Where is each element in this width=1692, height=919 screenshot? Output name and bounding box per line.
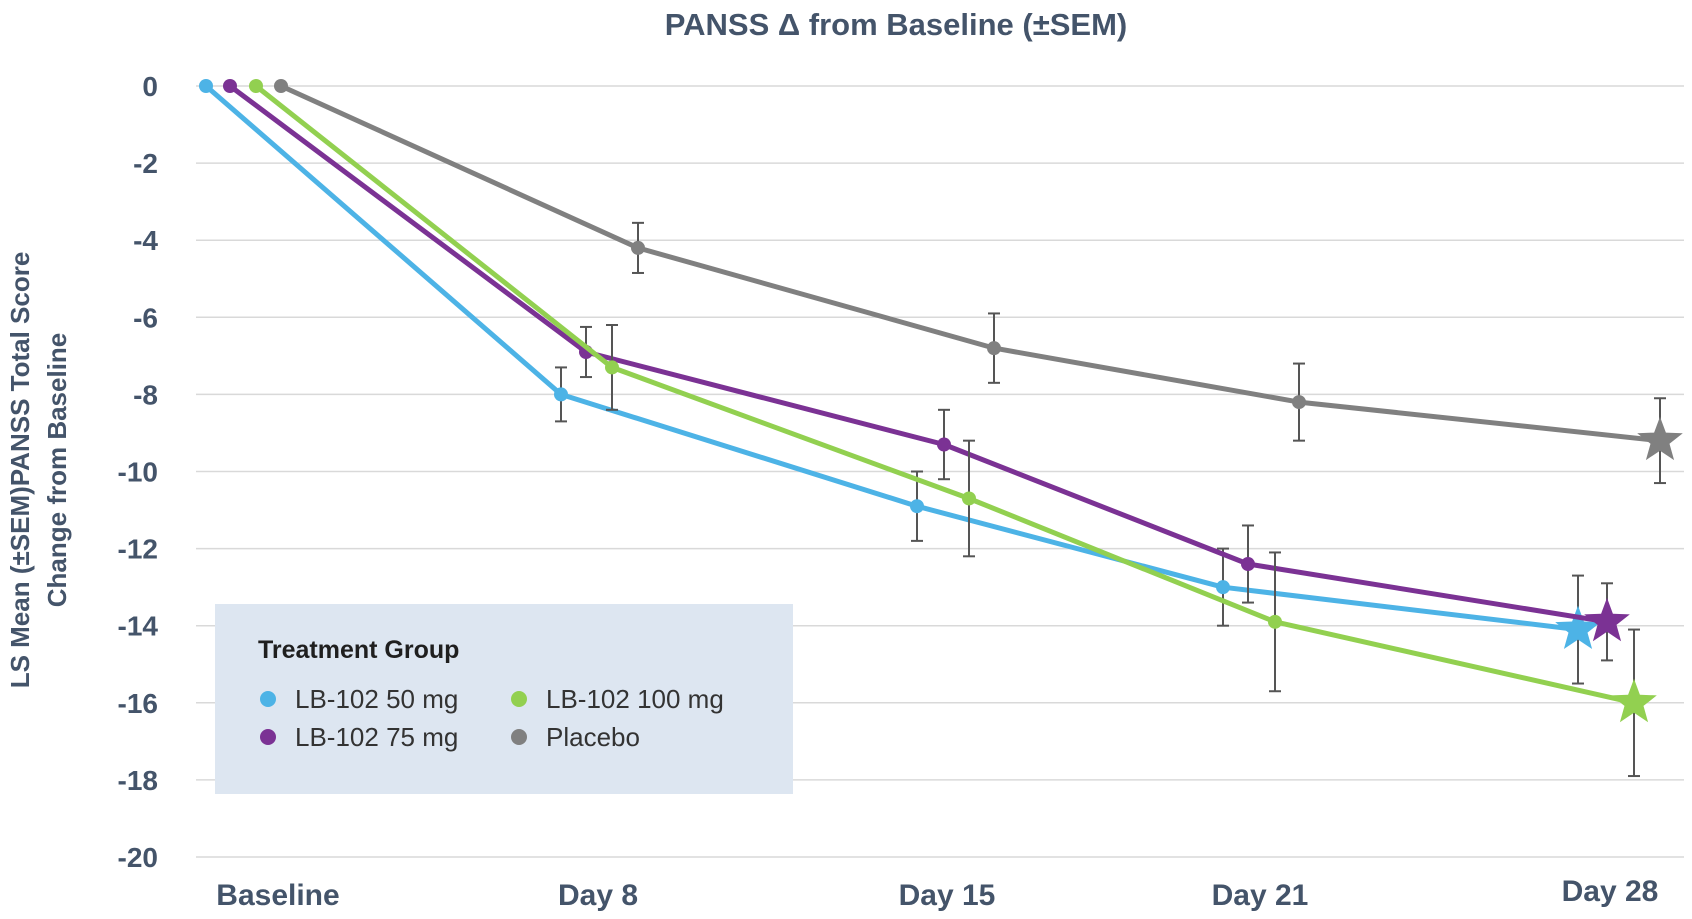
data-point-star (1555, 605, 1601, 649)
x-tick-label: Baseline (216, 879, 339, 912)
data-point (223, 79, 237, 93)
y-tick-label: -14 (118, 611, 159, 642)
legend-item: Placebo (511, 722, 640, 752)
x-tick-label: Day 15 (899, 879, 996, 912)
data-point (605, 360, 619, 375)
legend-item: LB-102 100 mg (511, 684, 724, 714)
legend-marker (260, 729, 276, 745)
y-tick-label: -10 (118, 457, 158, 488)
legend-marker (260, 691, 276, 707)
y-axis-label: LS Mean (±SEM)PANSS Total Score Change f… (5, 252, 72, 689)
data-point (554, 387, 568, 402)
series-lb-102-100-mg (249, 79, 1657, 778)
x-tick-label: Day 28 (1562, 875, 1659, 908)
y-tick-label: -8 (133, 379, 158, 410)
y-tick-labels: 0 -2 -4 -6 -8 -10 -12 -14 -16 -18 -20 (118, 71, 159, 873)
data-point-star (1611, 678, 1657, 723)
y-tick-label: -2 (133, 148, 158, 179)
x-tick-label: Day 21 (1212, 879, 1309, 912)
data-point (199, 79, 213, 93)
data-point (937, 437, 951, 452)
data-point (1241, 557, 1255, 572)
data-point (962, 491, 976, 506)
data-point (631, 240, 645, 255)
y-tick-label: -16 (118, 688, 158, 719)
legend-label: LB-102 75 mg (295, 722, 458, 752)
data-point-star (1584, 597, 1630, 642)
data-point (1292, 395, 1306, 410)
y-tick-label: -18 (118, 765, 158, 796)
chart-title: PANSS Δ from Baseline (±SEM) (665, 7, 1127, 42)
legend-item: LB-102 75 mg (260, 722, 458, 752)
data-point (1268, 614, 1282, 629)
y-tick-label: -12 (118, 534, 158, 565)
legend-title: Treatment Group (258, 636, 459, 664)
data-series (199, 79, 1683, 778)
x-tick-labels: Baseline Day 8 Day 15 Day 21 Day 28 (216, 875, 1658, 912)
series-lb-102-50-mg (199, 79, 1601, 685)
data-point (1216, 580, 1230, 595)
legend-item: LB-102 50 mg (260, 684, 458, 714)
y-axis-label-line-2: Change from Baseline (42, 333, 72, 608)
series-lb-102-75-mg (223, 79, 1630, 662)
y-tick-label: -4 (133, 225, 158, 256)
legend-marker (511, 729, 527, 745)
legend-items: LB-102 50 mg LB-102 75 mg LB-102 100 mg Pla… (260, 684, 724, 752)
data-point-star (1637, 416, 1683, 461)
series-line (278, 83, 1663, 444)
series-placebo (274, 79, 1683, 485)
y-tick-label: -6 (133, 302, 158, 333)
data-point (274, 79, 288, 93)
legend-label: LB-102 100 mg (546, 684, 724, 714)
legend: Treatment Group LB-102 50 mg LB-102 75 mg… (215, 604, 793, 794)
y-axis-label-line-1: LS Mean (±SEM)PANSS Total Score (5, 252, 35, 689)
legend-marker (511, 691, 527, 707)
legend-box (215, 604, 793, 794)
x-tick-label: Day 8 (558, 879, 638, 912)
data-point (910, 499, 924, 514)
y-tick-label: 0 (142, 71, 158, 102)
data-point (987, 341, 1001, 356)
gridlines (196, 85, 1684, 858)
y-tick-label: -20 (118, 842, 158, 873)
data-point (249, 79, 263, 93)
legend-label: Placebo (546, 722, 640, 752)
legend-label: LB-102 50 mg (295, 684, 458, 714)
